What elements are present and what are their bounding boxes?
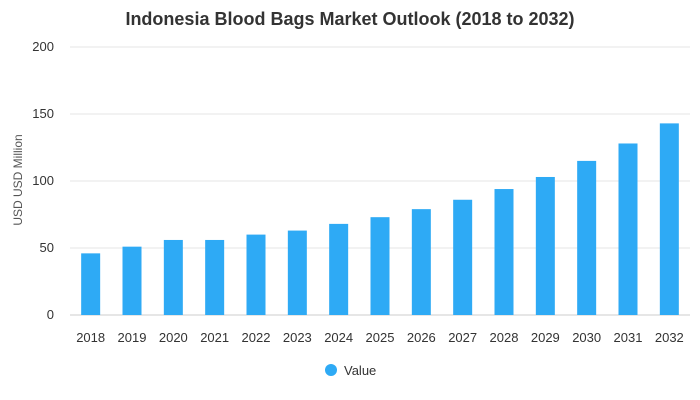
x-tick-label-2020: 2020 — [159, 330, 188, 345]
x-tick-label-2019: 2019 — [118, 330, 147, 345]
x-tick-label-2028: 2028 — [490, 330, 519, 345]
bar-2019 — [122, 246, 142, 315]
bar-2028 — [494, 189, 514, 315]
bar-2029 — [535, 176, 555, 315]
x-tick-label-2021: 2021 — [200, 330, 229, 345]
bar-2024 — [329, 223, 349, 315]
x-tick-label-2032: 2032 — [655, 330, 684, 345]
x-tick-label-2018: 2018 — [76, 330, 105, 345]
legend-label-value: Value — [344, 363, 376, 378]
x-tick-label-2024: 2024 — [324, 330, 353, 345]
chart-title: Indonesia Blood Bags Market Outlook (201… — [125, 9, 574, 29]
bar-2027 — [453, 199, 473, 315]
bars — [81, 123, 679, 315]
bar-2023 — [287, 230, 307, 315]
x-tick-label-2026: 2026 — [407, 330, 436, 345]
x-tick-label-2022: 2022 — [242, 330, 271, 345]
bar-2022 — [246, 234, 266, 315]
x-tick-label-2027: 2027 — [448, 330, 477, 345]
bar-2026 — [411, 209, 431, 315]
y-tick-label: 50 — [40, 240, 54, 255]
bar-2031 — [618, 143, 638, 315]
bar-2032 — [659, 123, 679, 315]
y-axis-ticks: 0 50 100 150 200 — [32, 39, 54, 322]
bar-2020 — [163, 239, 183, 315]
x-axis-ticks: 2018 2019 2020 2021 2022 2023 2024 2025 2026 2027… — [76, 330, 684, 345]
x-tick-label-2023: 2023 — [283, 330, 312, 345]
y-axis-label: USD USD Million — [11, 134, 25, 225]
y-tick-label: 100 — [32, 173, 54, 188]
y-tick-label: 150 — [32, 106, 54, 121]
legend: Value — [325, 363, 376, 378]
x-tick-label-2030: 2030 — [572, 330, 601, 345]
x-tick-label-2031: 2031 — [614, 330, 643, 345]
bar-2030 — [577, 160, 597, 315]
y-tick-label: 200 — [32, 39, 54, 54]
bar-2021 — [205, 239, 225, 315]
y-tick-label: 0 — [47, 307, 54, 322]
legend-swatch-value — [325, 364, 337, 376]
x-tick-label-2025: 2025 — [366, 330, 395, 345]
bar-2018 — [81, 253, 101, 315]
x-tick-label-2029: 2029 — [531, 330, 560, 345]
bar-2025 — [370, 217, 390, 315]
